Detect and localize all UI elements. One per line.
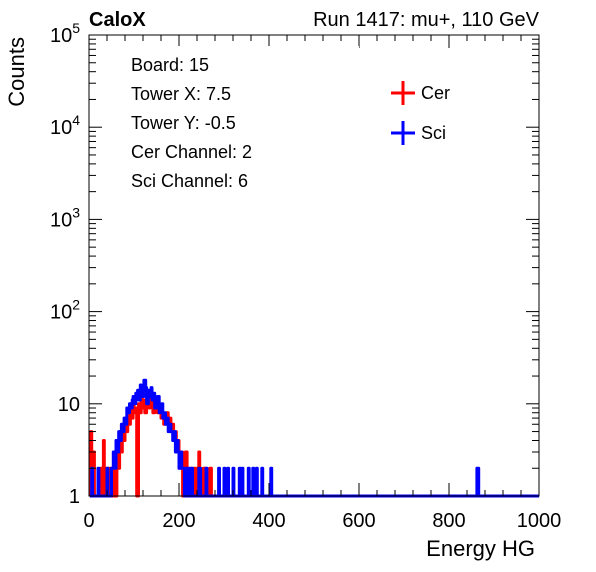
y-axis-label: Counts	[4, 37, 29, 107]
y-tick-label: 1	[69, 486, 80, 508]
y-tick-label: 103	[50, 204, 80, 231]
chart-title-left: CaloX	[89, 9, 146, 31]
x-tick-label: 200	[162, 510, 195, 532]
x-tick-label: 1000	[517, 510, 562, 532]
info-box-background	[114, 46, 359, 196]
y-tick-label: 102	[50, 297, 80, 324]
x-tick-label: 0	[83, 510, 94, 532]
info-box-line: Board: 15	[131, 55, 209, 75]
chart-title-right: Run 1417: mu+, 110 GeV	[313, 9, 540, 31]
info-box-line: Tower Y: -0.5	[131, 113, 236, 133]
axis-layer: 0 200 400 600 800 1000 1 10 102 103 104 105	[50, 20, 561, 532]
legend: Cer Sci	[391, 81, 450, 145]
info-box-line: Tower X: 7.5	[131, 84, 231, 104]
info-box-line: Cer Channel: 2	[131, 142, 252, 162]
y-tick-label: 10	[58, 394, 80, 416]
legend-label-sci: Sci	[421, 123, 446, 143]
x-tick-label: 600	[342, 510, 375, 532]
info-box-line: Sci Channel: 6	[131, 171, 248, 191]
x-tick-label: 400	[252, 510, 285, 532]
legend-label-cer: Cer	[421, 83, 450, 103]
x-axis-label: Energy HG	[426, 536, 535, 561]
info-box: Board: 15 Tower X: 7.5 Tower Y: -0.5 Cer Ch…	[114, 46, 359, 196]
y-tick-label: 105	[50, 20, 80, 47]
y-tick-label: 104	[50, 112, 80, 139]
x-tick-label: 800	[432, 510, 465, 532]
plot-frame	[88, 34, 540, 497]
